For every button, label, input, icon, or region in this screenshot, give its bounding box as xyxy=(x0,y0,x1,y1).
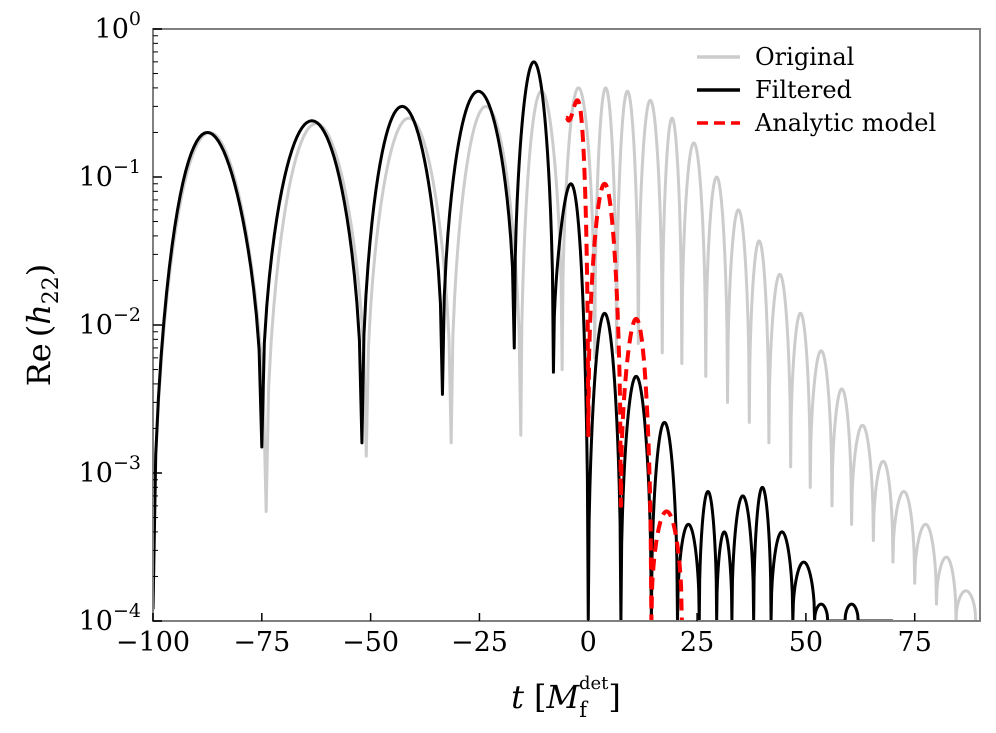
x-tick-label: −75 xyxy=(233,627,290,658)
x-axis: −100 −75 −50 −25 0 25 50 75 xyxy=(116,613,932,658)
legend-label-filtered: Filtered xyxy=(755,76,852,104)
y-tick-label: 100 xyxy=(95,8,141,45)
series-line-analytic-model xyxy=(565,98,684,621)
x-tick-label: 25 xyxy=(680,627,714,658)
y-tick-label: 10−1 xyxy=(79,156,141,193)
x-tick-label: −100 xyxy=(116,627,190,658)
x-tick-label: 50 xyxy=(789,627,823,658)
x-tick-label: −50 xyxy=(342,627,399,658)
x-axis-label: t [Mfdet] xyxy=(511,673,621,722)
series-line-original xyxy=(153,86,978,621)
y-axis-label: Re(h22) xyxy=(20,264,64,387)
legend-label-original: Original xyxy=(755,43,854,71)
y-axis: 10−4 10−3 10−2 10−1 100 xyxy=(79,8,162,637)
legend-label-analytic-model: Analytic model xyxy=(754,109,936,137)
x-tick-label: 0 xyxy=(580,627,597,658)
y-tick-label: 10−2 xyxy=(79,304,141,341)
series-line-filtered xyxy=(153,60,895,621)
y-tick-label: 10−4 xyxy=(79,600,141,637)
y-tick-label: 10−3 xyxy=(79,452,141,489)
series-layer xyxy=(153,60,978,621)
x-tick-label: −25 xyxy=(451,627,508,658)
legend: Original Filtered Analytic model xyxy=(697,43,936,137)
x-tick-label: 75 xyxy=(898,627,932,658)
